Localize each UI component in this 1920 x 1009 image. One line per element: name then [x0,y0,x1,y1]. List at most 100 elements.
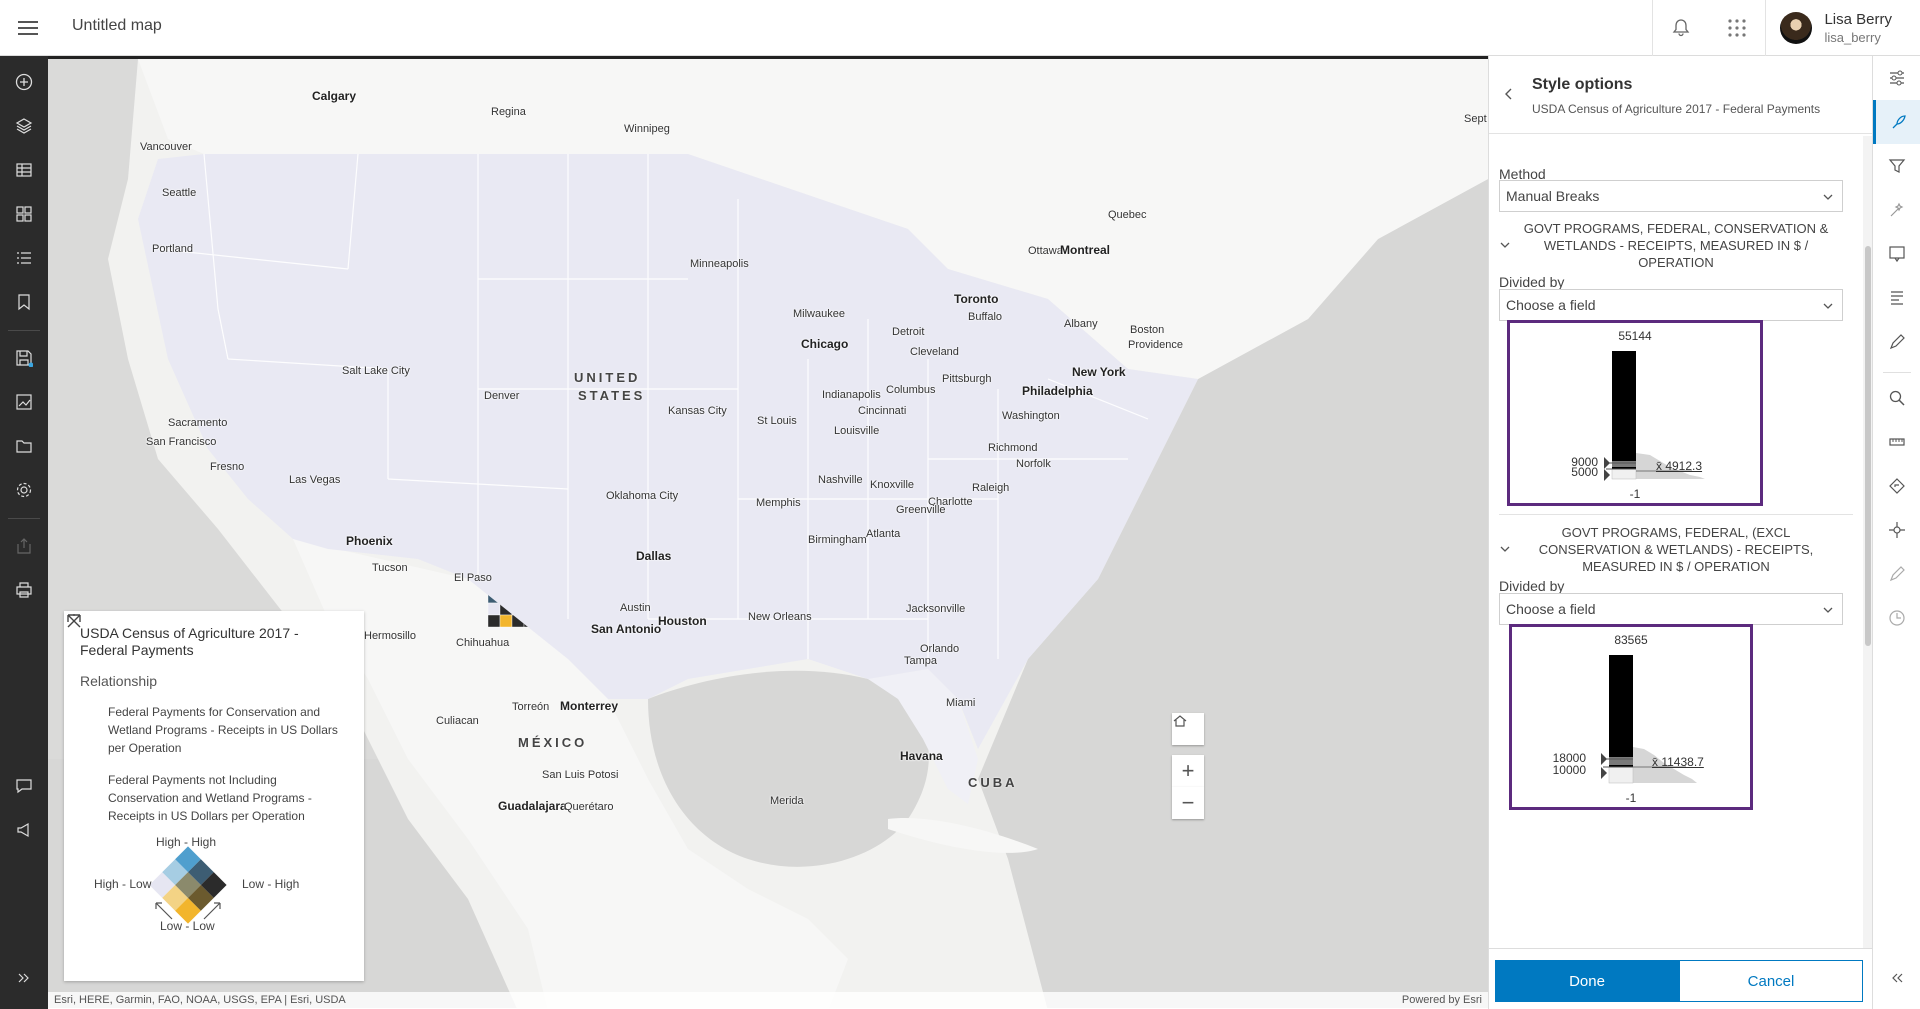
divided-by-select-2[interactable]: Choose a field [1499,593,1843,625]
city-label-charlotte: Charlotte [928,496,973,508]
menu-icon[interactable] [14,14,42,42]
city-label-fresno: Fresno [210,461,245,473]
panel-subtitle: USDA Census of Agriculture 2017 - Federa… [1532,102,1821,116]
field1-header[interactable]: GOVT PROGRAMS, FEDERAL, CONSERVATION & W… [1499,220,1843,271]
city-label-quebec: Quebec [1108,209,1147,221]
chevron-down-icon [1822,299,1834,315]
chevron-down-icon [1499,542,1511,559]
city-label-st-louis: St Louis [757,415,797,427]
sketch-icon[interactable] [1873,320,1920,364]
search-icon[interactable] [1873,376,1920,420]
histogram-2[interactable]: 83565 18000 10000 x̄ 11438.7 -1 [1509,624,1753,810]
field2-name: GOVT PROGRAMS, FEDERAL, (EXCL CONSERVATI… [1538,525,1814,574]
city-label-vancouver: Vancouver [140,141,192,153]
whats-new-icon[interactable] [0,808,48,852]
filter-icon[interactable] [1873,144,1920,188]
hist2-min: -1 [1625,791,1637,805]
time-icon[interactable] [1873,596,1920,640]
share-icon[interactable] [0,524,48,568]
city-label-san-francisco: San Francisco [146,436,217,448]
layers-icon[interactable] [0,104,48,148]
city-label-new-orleans: New Orleans [748,611,812,623]
measure-icon[interactable] [1873,420,1920,464]
styles-icon[interactable] [1873,100,1920,144]
left-toolbar [0,56,48,1009]
city-label-miami: Miami [946,697,976,709]
city-label-tucson: Tucson [372,562,408,574]
city-label-sept: Sept [1464,113,1487,125]
attribution-text: Esri, HERE, Garmin, FAO, NOAA, USGS, EPA… [54,994,346,1006]
city-label-boston: Boston [1130,324,1165,336]
city-label-philadelphia: Philadelphia [1022,384,1093,398]
city-label-el-paso: El Paso [454,572,492,584]
map-view[interactable]: Calgary Regina Winnipeg Vancouver Seattle Por… [48,56,1488,1008]
add-icon[interactable] [0,60,48,104]
done-button[interactable]: Done [1495,960,1679,1002]
city-label-greenville: Greenville [896,504,946,516]
city-label-san-luis-potosi: San Luis Potosi [542,769,619,781]
effects-icon[interactable] [1873,188,1920,232]
hist2-break-low: 10000 [1552,763,1586,777]
basemap-icon[interactable] [0,192,48,236]
edit-icon[interactable] [1873,552,1920,596]
notifications-icon[interactable] [1653,0,1709,56]
feedback-icon[interactable] [0,764,48,808]
print-icon[interactable] [0,568,48,612]
divided-by-value-1: Choose a field [1506,297,1596,313]
user-menu[interactable]: Lisa Berry lisa_berry [1766,0,1920,56]
settings-icon[interactable] [0,468,48,512]
scroll-thumb[interactable] [1865,246,1871,646]
hist1-average: x̄ 4912.3 [1656,459,1703,473]
city-label-atlanta: Atlanta [866,528,901,540]
map-attribution: Esri, HERE, Garmin, FAO, NOAA, USGS, EPA… [48,992,1488,1009]
collapse-icon[interactable] [1873,956,1920,1000]
open-icon[interactable] [0,424,48,468]
label-low-low: Low - Low [160,919,215,933]
divided-by-select-1[interactable]: Choose a field [1499,289,1843,321]
city-label-new-york: New York [1072,365,1126,379]
city-label-tampa: Tampa [904,655,938,667]
city-label-providence: Providence [1128,339,1184,351]
zoom-out-icon[interactable]: − [1172,787,1204,819]
avatar[interactable] [1780,12,1813,44]
powered-by[interactable]: Powered by Esri [1401,994,1482,1006]
bivariate-diamond [149,846,227,924]
cancel-button[interactable]: Cancel [1679,960,1863,1002]
city-label-calgary: Calgary [312,89,357,103]
panel-scrollbar[interactable] [1863,136,1873,948]
location-icon[interactable] [1873,508,1920,552]
right-toolbar [1872,56,1920,1009]
popups-icon[interactable] [1873,232,1920,276]
user-id: lisa_berry [1824,30,1881,45]
back-icon[interactable] [1499,84,1519,104]
app-launcher-icon[interactable] [1709,0,1765,56]
home-icon[interactable] [1172,713,1204,745]
city-label-orlando: Orlando [920,643,960,655]
labels-icon[interactable] [1873,276,1920,320]
bivariate-legend: High - High High - Low Low - High Low - … [64,833,364,953]
city-label-chicago: Chicago [801,337,849,351]
bookmarks-icon[interactable] [0,280,48,324]
legend-item-conservation: Federal Payments for Conservation and We… [108,705,338,755]
label-high-high: High - High [156,835,217,849]
legend-icon[interactable] [0,236,48,280]
histogram-1[interactable]: 55144 9000 5000 x̄ 4912.3 -1 [1507,320,1763,506]
table-icon[interactable] [0,148,48,192]
city-label-phoenix: Phoenix [346,534,393,548]
city-label-san-antonio: San Antonio [591,622,662,636]
field2-header[interactable]: GOVT PROGRAMS, FEDERAL, (EXCL CONSERVATI… [1499,524,1843,575]
country-label-mexico: MÉXICO [518,735,588,750]
expand-icon[interactable] [0,956,48,1000]
save-icon[interactable] [0,336,48,380]
create-presentation-icon[interactable] [0,380,48,424]
method-select[interactable]: Manual Breaks [1499,180,1843,212]
map-title[interactable]: Untitled map [72,17,162,34]
city-label-houston: Houston [658,614,707,628]
city-label-raleigh: Raleigh [972,482,1010,494]
city-label-jacksonville: Jacksonville [906,603,966,615]
zoom-in-icon[interactable]: + [1172,755,1204,787]
method-label: Method [1499,166,1546,182]
legend-item-non-conservation: Federal Payments not Including Conservat… [108,773,312,823]
properties-icon[interactable] [1873,56,1920,100]
directions-icon[interactable] [1873,464,1920,508]
